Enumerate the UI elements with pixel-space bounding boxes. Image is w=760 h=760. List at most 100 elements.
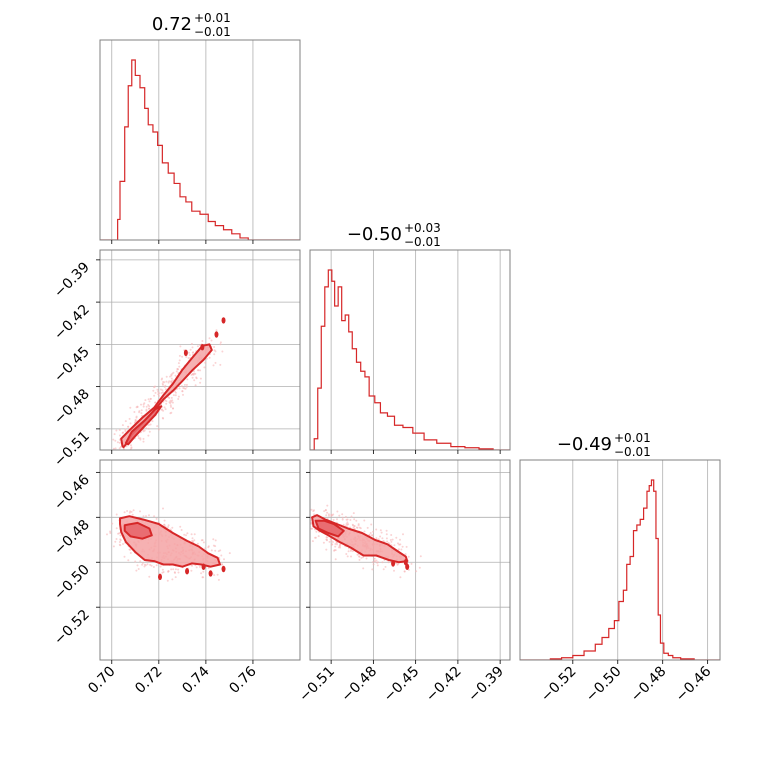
contour-inner	[314, 519, 345, 538]
sample-point	[325, 514, 328, 517]
sample-point	[123, 511, 126, 514]
sample-point	[189, 348, 192, 351]
sample-point	[172, 394, 175, 397]
sample-point	[109, 532, 112, 534]
y-tick-label: −0.45	[51, 344, 93, 386]
sample-point	[170, 411, 173, 414]
sample-point	[366, 526, 369, 529]
sample-point	[133, 455, 135, 457]
sample-point	[177, 568, 180, 571]
sample-point	[165, 402, 168, 405]
sample-point	[169, 404, 172, 407]
sample-point	[118, 447, 121, 450]
sample-point	[214, 539, 217, 542]
sample-point	[214, 549, 217, 552]
sample-point	[353, 518, 356, 521]
sample-point	[156, 388, 159, 391]
sample-point	[419, 555, 422, 558]
sample-point	[135, 420, 138, 423]
sample-point	[146, 563, 149, 566]
sample-point	[379, 529, 382, 532]
sample-point	[152, 389, 155, 392]
sample-point	[159, 565, 162, 568]
sample-point	[358, 526, 361, 529]
sample-point	[163, 406, 166, 409]
sample-point	[112, 447, 115, 450]
sample-point	[162, 507, 164, 510]
sample-point	[353, 525, 356, 527]
sample-point	[371, 561, 374, 564]
sample-point	[338, 544, 341, 547]
sample-point	[334, 558, 337, 561]
sample-point	[165, 375, 168, 378]
sample-point	[219, 341, 222, 344]
sample-point	[153, 394, 156, 397]
sample-point	[192, 351, 195, 354]
sample-point	[345, 553, 348, 555]
sample-point	[216, 573, 219, 576]
sample-point	[178, 354, 181, 357]
sample-point	[123, 453, 125, 455]
sample-point	[113, 450, 115, 452]
sample-point	[113, 433, 116, 436]
sample-point	[149, 563, 152, 566]
sample-point	[331, 541, 334, 543]
contour-island	[391, 560, 396, 567]
sample-point	[118, 441, 121, 444]
sample-point	[115, 527, 118, 530]
panel-frame	[519, 459, 721, 661]
sample-point	[124, 420, 127, 423]
sample-point	[170, 377, 173, 380]
x-tick-label: 0.70	[85, 664, 118, 697]
sample-point	[405, 545, 408, 548]
sample-point	[369, 532, 372, 534]
sample-point	[135, 569, 138, 572]
sample-point	[334, 545, 337, 548]
sample-point	[210, 549, 213, 552]
sample-point	[351, 523, 354, 526]
sample-point	[178, 359, 181, 362]
sample-point	[328, 540, 331, 543]
sample-point	[196, 542, 199, 545]
panel-title-plus: +0.03	[404, 221, 441, 235]
sample-point	[165, 400, 168, 403]
sample-point	[109, 530, 112, 533]
sample-point	[174, 390, 176, 393]
sample-point	[178, 387, 181, 390]
sample-point	[199, 369, 202, 372]
sample-point	[190, 569, 193, 572]
sample-point	[147, 407, 150, 410]
sample-point	[375, 528, 378, 531]
sample-point	[384, 565, 387, 568]
sample-point	[395, 536, 398, 539]
sample-point	[310, 521, 313, 524]
sample-point	[385, 533, 388, 536]
sample-point	[142, 440, 145, 443]
sample-point	[397, 562, 399, 565]
sample-point	[356, 553, 359, 556]
sample-point	[194, 384, 197, 387]
sample-point	[184, 387, 187, 390]
sample-point	[373, 560, 376, 562]
sample-point	[154, 401, 157, 404]
sample-point	[182, 387, 185, 389]
panel-title-minus: −0.01	[614, 445, 651, 459]
sample-point	[123, 555, 126, 558]
sample-point	[171, 399, 174, 402]
sample-point	[303, 529, 305, 531]
sample-point	[410, 562, 413, 565]
sample-point	[390, 534, 393, 536]
sample-point	[137, 568, 140, 570]
sample-point	[171, 401, 174, 404]
sample-point	[149, 423, 152, 426]
sample-point	[407, 555, 410, 558]
sample-point	[210, 339, 213, 342]
sample-point	[371, 534, 374, 537]
sample-point	[153, 386, 156, 389]
sample-point	[185, 383, 188, 386]
sample-point	[399, 576, 402, 579]
sample-point	[372, 563, 375, 566]
sample-point	[325, 548, 328, 551]
sample-point	[332, 518, 335, 521]
sample-point	[157, 390, 160, 393]
